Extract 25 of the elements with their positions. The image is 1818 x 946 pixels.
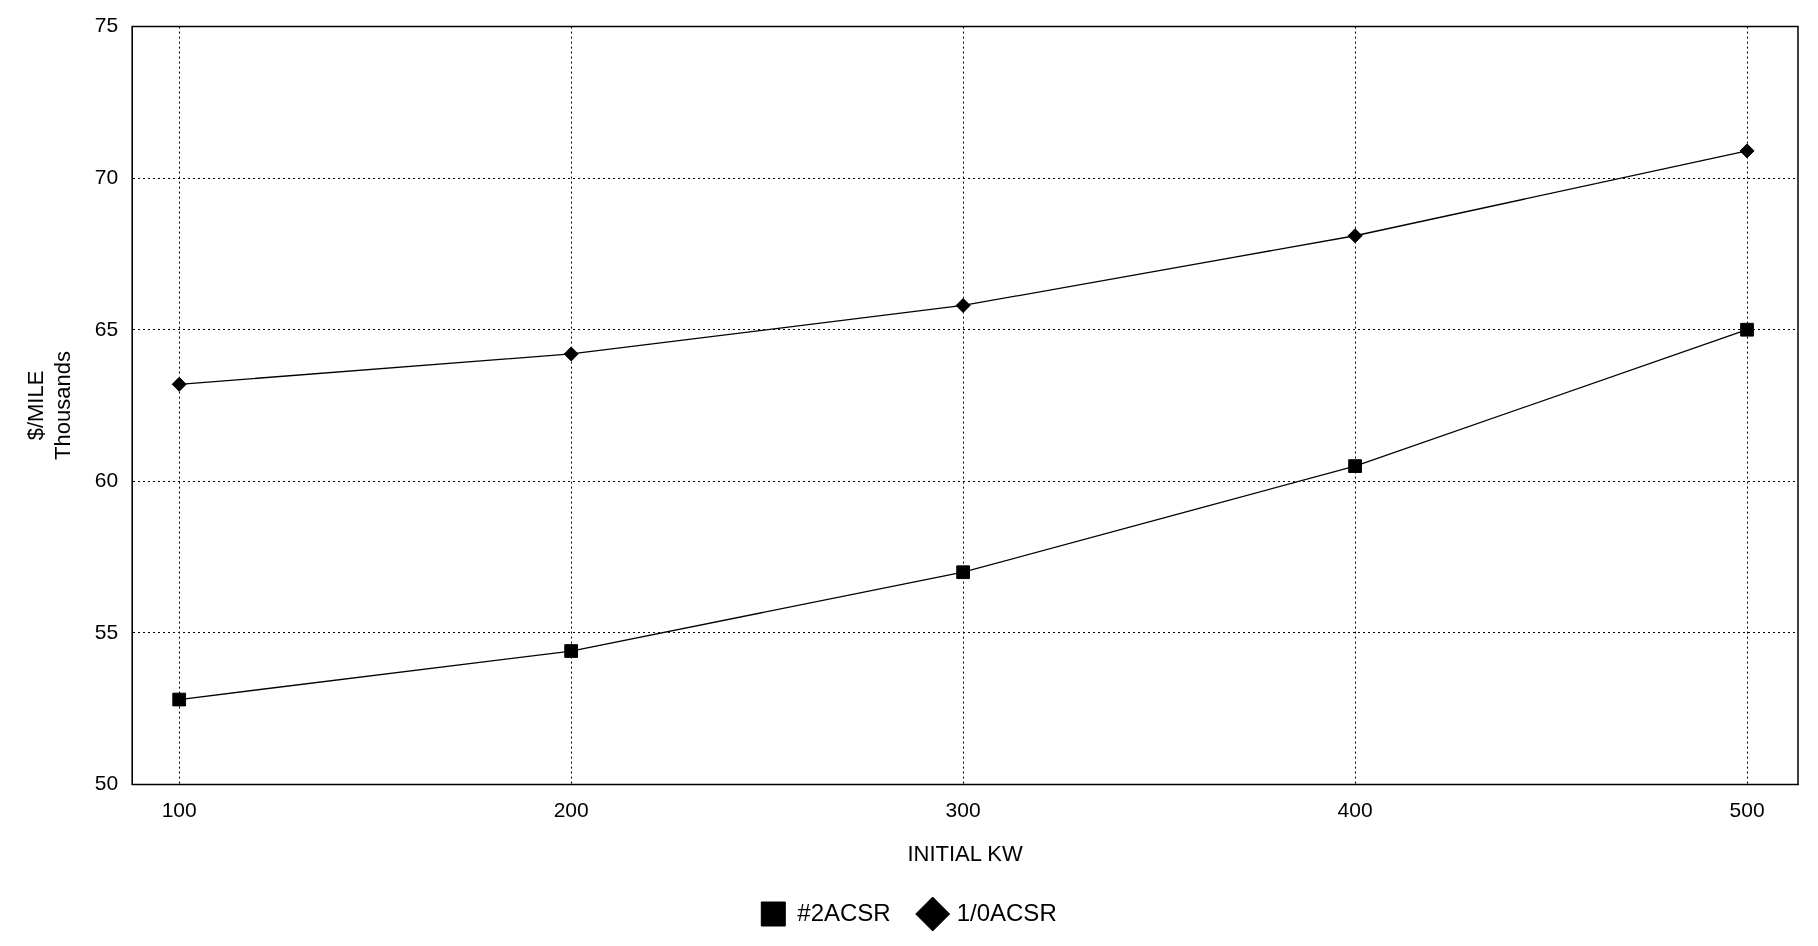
point [171, 376, 187, 392]
point [564, 644, 579, 658]
y-tick-label: 70 [94, 164, 119, 188]
x-tick-label: 200 [553, 797, 589, 821]
x-tick-label: 500 [1729, 797, 1765, 821]
x-axis-title: INITIAL KW [907, 840, 1023, 866]
point [955, 297, 971, 313]
point [1740, 322, 1754, 337]
x-tick-label: 400 [1337, 797, 1373, 821]
y-axis-title: $/MILE Thousands [23, 351, 75, 460]
x-tick-label: 100 [161, 797, 197, 821]
point [563, 346, 579, 362]
y-tick-label: 50 [94, 771, 119, 795]
x-tick-label: 300 [945, 797, 981, 821]
legend-label: #2ACSR [797, 898, 891, 926]
legend-label: 1/0ACSR [956, 898, 1057, 926]
y-tick-label: 55 [94, 619, 119, 643]
point [1347, 228, 1363, 244]
point [1348, 459, 1362, 473]
point [1739, 143, 1755, 159]
point [172, 692, 187, 707]
y-tick-label: 65 [94, 316, 119, 340]
y-tick-label: 75 [94, 13, 119, 37]
point [956, 565, 970, 580]
y-tick-label: 60 [94, 468, 119, 492]
